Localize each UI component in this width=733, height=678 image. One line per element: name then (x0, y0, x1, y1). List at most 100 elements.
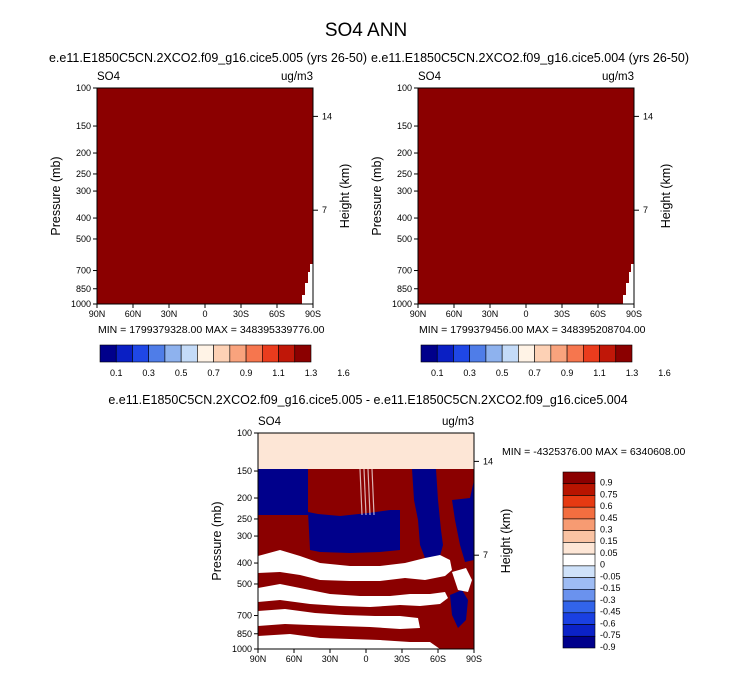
colorbar-box (562, 530, 596, 543)
colorbar-label-minus-0.45: -0.45 (600, 607, 621, 617)
colorbar-label-0.9: 0.9 (600, 478, 613, 488)
height-tick-label-14: 14 (483, 456, 493, 466)
colorbar-box (278, 344, 296, 363)
colorbar-label-0.9: 0.9 (561, 368, 574, 378)
colorbar-label-minus-0.6: -0.6 (600, 618, 616, 628)
colorbar-box (180, 344, 198, 363)
x-tick-label-0: 0 (202, 309, 207, 319)
panel-2-colorbar: 0.1 0.3 0.5 0.7 0.9 1.1 1.3 1.6 (420, 344, 671, 378)
y-tick-label-150: 150 (397, 121, 412, 131)
panel-3-case-title: e.e11.E1850C5CN.2XCO2.f09_g16.cice5.005 … (108, 393, 627, 407)
height-tick-label-14: 14 (322, 111, 332, 121)
y-tick-label-400: 400 (76, 213, 91, 223)
colorbar-box (485, 344, 503, 363)
panel-3-white-band-3 (258, 609, 420, 629)
y-tick-label-100: 100 (237, 428, 252, 438)
panel-3-blue-lower-south (450, 590, 468, 628)
colorbar-box (562, 624, 596, 637)
colorbar-label-0.3: 0.3 (463, 368, 476, 378)
panel-2-height-axis-title: Height (km) (659, 164, 673, 229)
panel-1-stats: MIN = 1799379328.00 MAX = 348395339776.0… (98, 324, 325, 336)
colorbar-box (229, 344, 247, 363)
panel-3-y-axis: 100 150 200 250 300 400 500 700 850 1000 (232, 428, 258, 654)
panel-1-plot (96, 87, 314, 305)
y-tick-label-300: 300 (397, 186, 412, 196)
y-tick-label-200: 200 (397, 148, 412, 158)
colorbar-box (245, 344, 263, 363)
colorbar-label-minus-0.3: -0.3 (600, 595, 616, 605)
colorbar-label-1.6: 1.6 (337, 368, 350, 378)
colorbar-label-0.05: 0.05 (600, 548, 618, 558)
y-tick-label-400: 400 (397, 213, 412, 223)
colorbar-box (213, 344, 231, 363)
panel-3-plot (257, 432, 475, 650)
y-tick-label-850: 850 (397, 284, 412, 294)
colorbar-label-1.6: 1.6 (658, 368, 671, 378)
x-tick-label-60s: 60S (590, 309, 606, 319)
y-tick-label-150: 150 (237, 466, 252, 476)
y-tick-label-100: 100 (397, 83, 412, 93)
colorbar-box (566, 344, 584, 363)
panel-3-pale-band (258, 433, 474, 469)
y-tick-label-700: 700 (397, 266, 412, 276)
y-tick-label-300: 300 (237, 531, 252, 541)
y-tick-label-400: 400 (237, 558, 252, 568)
y-tick-label-700: 700 (237, 611, 252, 621)
colorbar-label-0.45: 0.45 (600, 513, 618, 523)
colorbar-label-0.3: 0.3 (600, 524, 613, 534)
y-tick-label-500: 500 (76, 234, 91, 244)
panel-3-red-surface-south (455, 625, 474, 649)
colorbar-box (148, 344, 166, 363)
x-tick-label-60n: 60N (446, 309, 463, 319)
colorbar-label-0.6: 0.6 (600, 501, 613, 511)
colorbar-label-0.5: 0.5 (175, 368, 188, 378)
x-tick-label-90s: 90S (305, 309, 321, 319)
panel-1-units-label: ug/m3 (281, 71, 313, 83)
y-tick-label-700: 700 (76, 266, 91, 276)
y-tick-label-250: 250 (237, 514, 252, 524)
panel-1-case-title: e.e11.E1850C5CN.2XCO2.f09_g16.cice5.005 … (49, 51, 367, 65)
colorbar-label-0.7: 0.7 (207, 368, 220, 378)
panel-2-units-label: ug/m3 (602, 71, 634, 83)
colorbar-box (599, 344, 617, 363)
colorbar-box (294, 344, 312, 363)
colorbar-box (164, 344, 182, 363)
x-tick-label-90n: 90N (89, 309, 106, 319)
panel-1-height-axis: 14 7 (313, 111, 332, 215)
colorbar-label-0.3: 0.3 (142, 368, 155, 378)
panel-1-missing-region (302, 264, 313, 304)
colorbar-box (453, 344, 470, 363)
panel-2-x-axis: 90N 60N 30N 0 30S 60S 90S (410, 304, 642, 319)
height-tick-label-7: 7 (483, 550, 488, 560)
colorbar-box (115, 344, 133, 363)
colorbar-box (562, 495, 596, 508)
y-tick-label-1000: 1000 (232, 644, 252, 654)
colorbar-box (99, 344, 117, 363)
panel-1: e.e11.E1850C5CN.2XCO2.f09_g16.cice5.005 … (49, 51, 367, 378)
colorbar-box (562, 483, 596, 496)
panel-3-stripes-tropics (359, 468, 375, 516)
main-title: SO4 ANN (325, 20, 407, 41)
x-tick-label-0: 0 (523, 309, 528, 319)
panel-3-stats: MIN = -4325376.00 MAX = 6340608.00 (502, 446, 685, 458)
x-tick-label-60n: 60N (125, 309, 142, 319)
y-tick-label-250: 250 (76, 169, 91, 179)
panel-3-white-band-4 (258, 634, 440, 649)
y-tick-label-850: 850 (76, 284, 91, 294)
colorbar-label-0.1: 0.1 (110, 368, 123, 378)
colorbar-box (562, 542, 596, 555)
panel-2-stats: MIN = 1799379456.00 MAX = 348395208704.0… (419, 324, 646, 336)
panel-1-colorbar: 0.1 0.3 0.5 0.7 0.9 1.1 1.3 1.6 (99, 344, 350, 378)
colorbar-box (615, 344, 633, 363)
panel-1-height-axis-title: Height (km) (338, 164, 352, 229)
panel-3-blue-north (258, 469, 308, 515)
colorbar-label-minus-0.75: -0.75 (600, 630, 621, 640)
panel-1-var-label: SO4 (97, 71, 121, 83)
colorbar-box (550, 344, 568, 363)
colorbar-box (562, 518, 596, 531)
x-tick-label-30n: 30N (161, 309, 178, 319)
colorbar-box (436, 344, 454, 363)
x-tick-label-90n: 90N (410, 309, 427, 319)
panel-3-blue-pole (452, 480, 474, 562)
